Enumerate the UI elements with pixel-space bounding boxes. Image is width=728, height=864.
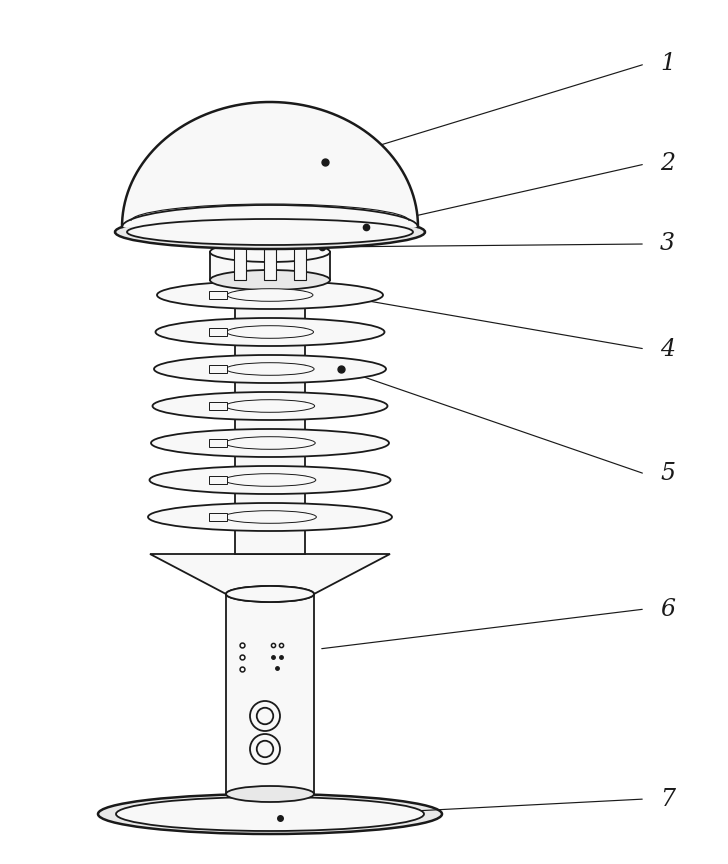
Ellipse shape [257,708,273,724]
Bar [210,252,330,280]
Ellipse shape [115,215,425,249]
Ellipse shape [250,734,280,764]
Ellipse shape [157,281,383,309]
Ellipse shape [226,786,314,802]
Ellipse shape [210,270,330,290]
Polygon shape [150,554,390,594]
Ellipse shape [98,794,442,834]
Bar [209,402,227,410]
Ellipse shape [226,326,314,339]
Bar [209,291,227,299]
Ellipse shape [223,511,317,524]
Bar [294,237,306,280]
Ellipse shape [227,289,313,302]
Ellipse shape [156,318,384,346]
Ellipse shape [226,400,314,412]
Ellipse shape [127,219,413,245]
Ellipse shape [226,363,314,375]
Ellipse shape [225,436,315,449]
Ellipse shape [210,242,330,262]
Bar [209,328,227,336]
Text: 3: 3 [660,232,675,256]
Ellipse shape [226,586,314,602]
Ellipse shape [226,586,314,602]
Ellipse shape [257,740,273,757]
Text: 5: 5 [660,462,675,486]
Ellipse shape [148,503,392,531]
Ellipse shape [154,355,386,383]
Ellipse shape [152,392,387,420]
Ellipse shape [250,701,280,731]
Text: 4: 4 [660,338,675,360]
Ellipse shape [151,429,389,457]
Bar [226,594,314,794]
Text: 2: 2 [660,153,675,175]
Bar [264,237,276,280]
Text: 6: 6 [660,598,675,620]
Bar [209,476,227,484]
Ellipse shape [149,466,390,494]
Bar [209,439,227,447]
Text: 1: 1 [660,53,675,75]
Polygon shape [122,102,418,227]
Text: 7: 7 [660,787,675,810]
Bar [209,365,227,373]
Bar [235,280,305,554]
Bar [209,513,227,521]
Bar [234,237,246,280]
Ellipse shape [224,473,316,486]
Ellipse shape [116,797,424,831]
